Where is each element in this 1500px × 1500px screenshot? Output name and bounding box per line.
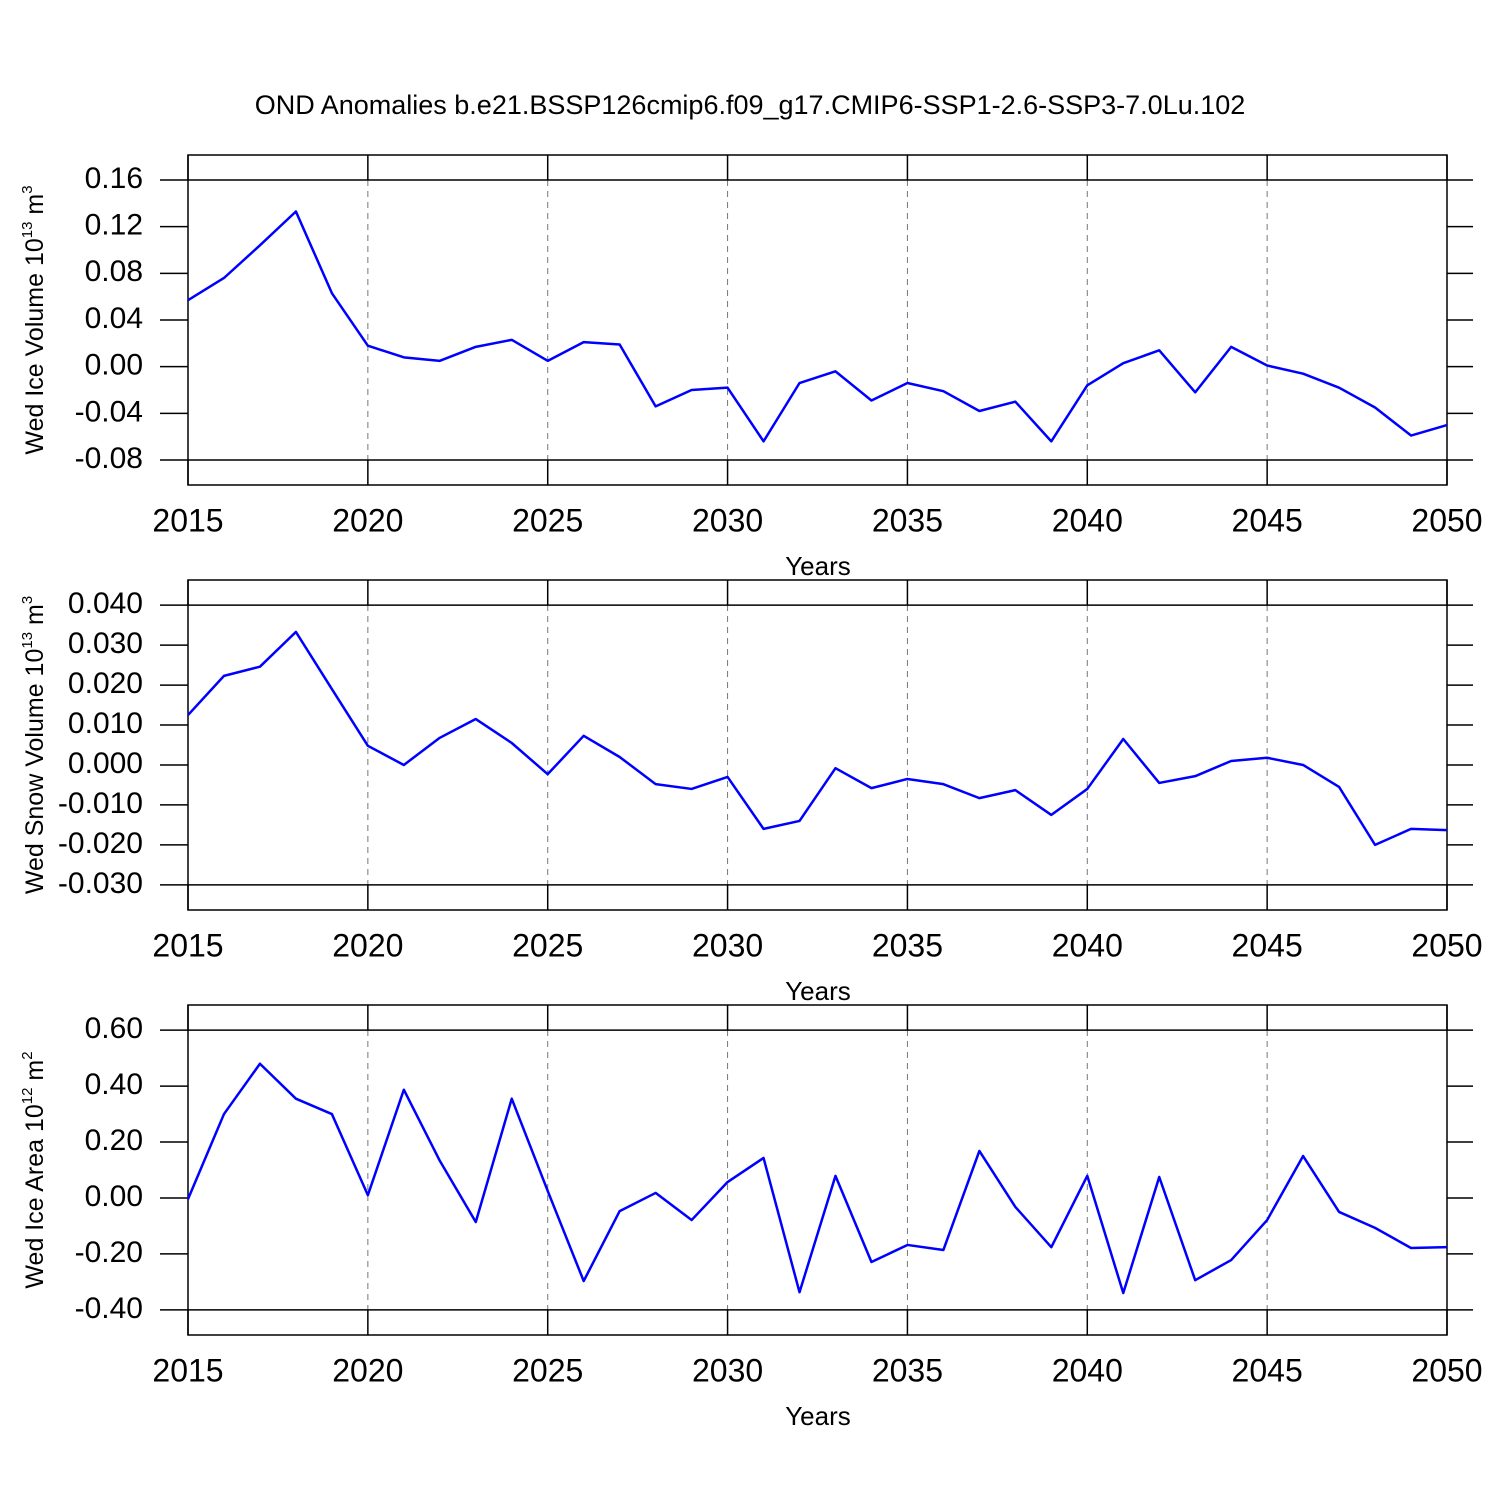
y-axis-label-text: Wed Ice Volume 10 (21, 238, 49, 454)
y-tick-label: 0.60 (85, 1012, 143, 1045)
data-line (186, 1062, 1448, 1295)
y-axis-label: Wed Snow Volume 1013 m3 (19, 596, 49, 894)
y-axis-label-text: Wed Ice Area 10 (21, 1104, 49, 1288)
x-tick-label: 2045 (1232, 927, 1303, 963)
y-axis-label-text: m (21, 1060, 49, 1088)
y-tick-label: 0.020 (68, 667, 143, 700)
x-tick-label: 2040 (1052, 502, 1123, 538)
x-axis-label: Years (785, 976, 851, 1006)
plot-frame (187, 154, 1448, 486)
y-tick-label: -0.40 (75, 1292, 143, 1325)
x-tick-label: 2045 (1232, 502, 1303, 538)
x-tick-label: 2040 (1052, 927, 1123, 963)
y-axis-label-exponent: 12 (19, 1088, 36, 1105)
y-tick-label: -0.08 (75, 442, 143, 475)
y-tick-label: 0.12 (85, 209, 143, 242)
x-axis-label: Years (785, 551, 851, 581)
x-tick-label: 2025 (512, 927, 583, 963)
x-tick-label: 2015 (152, 1352, 223, 1388)
x-tick-label: 2030 (692, 502, 763, 538)
x-tick-label: 2035 (872, 1352, 943, 1388)
y-axis-label-exponent: 13 (19, 222, 36, 239)
y-axis-label-text: Wed Snow Volume 10 (21, 649, 49, 895)
y-tick-label: 0.00 (85, 349, 143, 382)
y-tick-label: 0.010 (68, 707, 143, 740)
x-tick-label: 2050 (1411, 502, 1482, 538)
y-tick-label: 0.20 (85, 1124, 143, 1157)
x-tick-label: 2020 (332, 502, 403, 538)
y-tick-label: 0.030 (68, 627, 143, 660)
y-axis-label-exponent: 3 (19, 185, 36, 193)
x-tick-label: 2020 (332, 927, 403, 963)
data-line (187, 630, 1448, 847)
x-tick-label: 2020 (332, 1352, 403, 1388)
x-tick-label: 2050 (1411, 1352, 1482, 1388)
x-tick-label: 2015 (152, 502, 223, 538)
plot-frame (187, 579, 1448, 911)
y-axis-label-text: m (21, 194, 49, 222)
y-tick-label: -0.04 (75, 395, 143, 428)
y-tick-label: -0.030 (58, 867, 143, 900)
y-tick-label: -0.020 (58, 827, 143, 860)
y-tick-label: -0.010 (58, 787, 143, 820)
y-axis-label: Wed Ice Area 1012 m2 (19, 1051, 49, 1288)
x-tick-label: 2045 (1232, 1352, 1303, 1388)
x-axis-label: Years (785, 1401, 851, 1431)
x-tick-label: 2025 (512, 502, 583, 538)
x-tick-label: 2015 (152, 927, 223, 963)
y-axis-label-exponent: 2 (19, 1051, 36, 1059)
y-tick-label: 0.16 (85, 162, 143, 195)
y-tick-label: -0.20 (75, 1236, 143, 1269)
x-tick-label: 2025 (512, 1352, 583, 1388)
y-tick-label: 0.40 (85, 1068, 143, 1101)
x-tick-label: 2035 (872, 927, 943, 963)
y-tick-label: 0.000 (68, 747, 143, 780)
y-tick-label: 0.08 (85, 255, 143, 288)
y-axis-label-exponent: 3 (19, 596, 36, 604)
x-tick-label: 2030 (692, 1352, 763, 1388)
x-tick-label: 2040 (1052, 1352, 1123, 1388)
chart-title: OND Anomalies b.e21.BSSP126cmip6.f09_g17… (255, 90, 1246, 120)
y-axis-label: Wed Ice Volume 1013 m3 (19, 185, 49, 454)
y-axis-label-exponent: 13 (19, 632, 36, 649)
data-line (187, 210, 1448, 443)
plot-frame (187, 1004, 1448, 1336)
y-tick-label: 0.040 (68, 587, 143, 620)
x-tick-label: 2050 (1411, 927, 1482, 963)
x-tick-label: 2030 (692, 927, 763, 963)
y-tick-label: 0.00 (85, 1180, 143, 1213)
y-tick-label: 0.04 (85, 302, 143, 335)
x-tick-label: 2035 (872, 502, 943, 538)
y-axis-label-text: m (21, 604, 49, 632)
